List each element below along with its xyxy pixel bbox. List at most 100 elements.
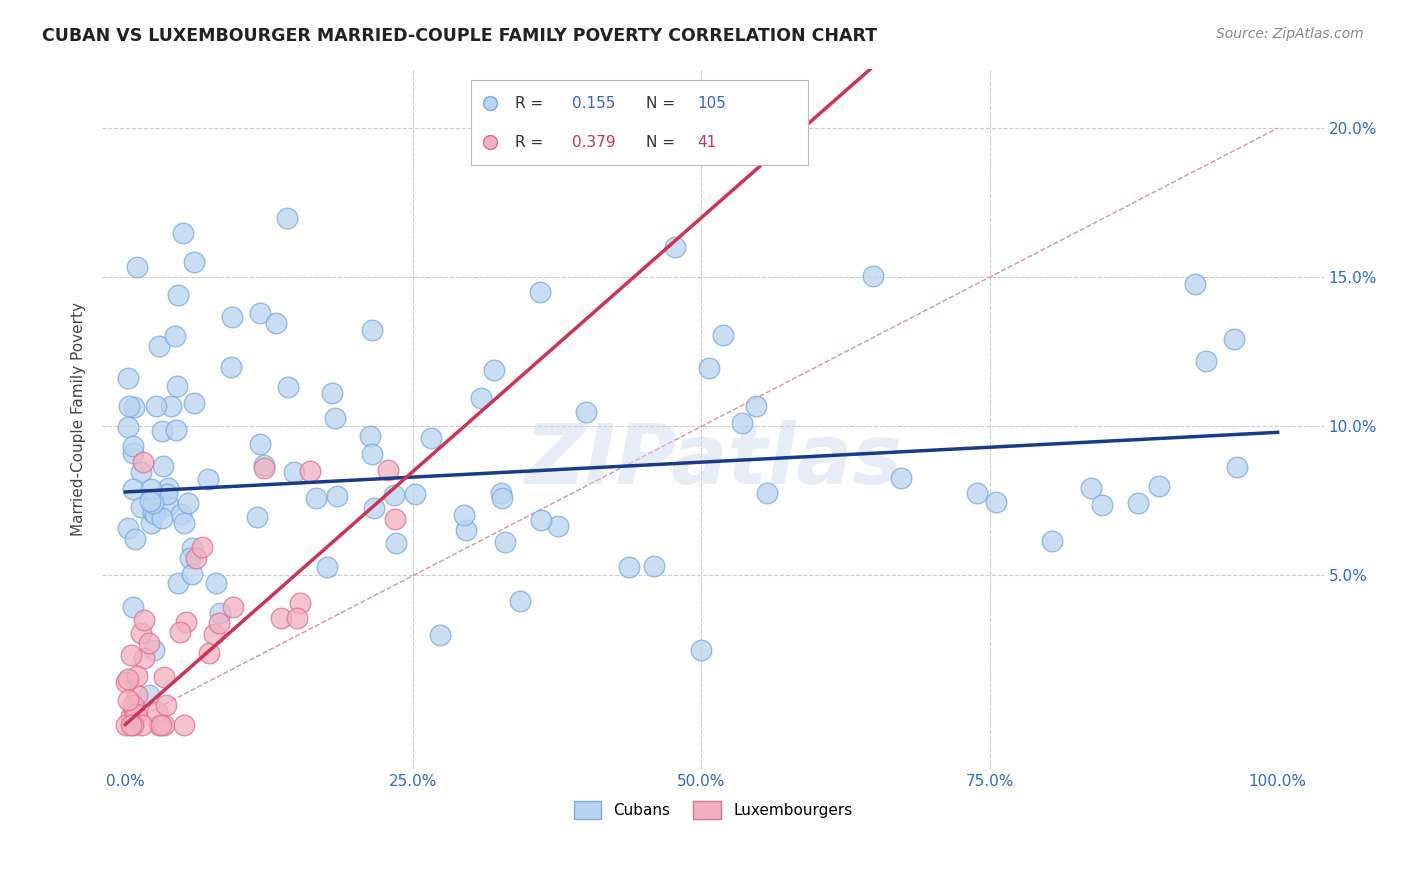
Point bbox=[382, 488, 405, 502]
Point bbox=[264, 317, 287, 331]
Point bbox=[155, 698, 177, 712]
Point bbox=[890, 471, 912, 485]
Point bbox=[148, 717, 170, 731]
Point bbox=[470, 391, 492, 405]
Point bbox=[131, 717, 153, 731]
Point bbox=[125, 669, 148, 683]
Point bbox=[166, 379, 188, 393]
Point bbox=[697, 361, 720, 376]
Point bbox=[360, 323, 382, 337]
Point bbox=[862, 269, 884, 284]
Point bbox=[363, 501, 385, 516]
Point bbox=[142, 496, 165, 510]
Point bbox=[121, 482, 143, 496]
Point bbox=[456, 523, 478, 537]
Point bbox=[270, 611, 292, 625]
Point bbox=[491, 491, 513, 505]
Point bbox=[129, 465, 152, 479]
Point bbox=[246, 510, 269, 524]
Point bbox=[482, 363, 505, 377]
Point bbox=[122, 600, 145, 615]
Point bbox=[156, 499, 179, 513]
Text: N =: N = bbox=[647, 135, 675, 150]
Point bbox=[127, 260, 149, 275]
Point bbox=[643, 559, 665, 574]
Point bbox=[156, 481, 179, 495]
Point bbox=[1091, 498, 1114, 512]
Point bbox=[191, 540, 214, 554]
Point bbox=[145, 507, 167, 521]
Point bbox=[165, 329, 187, 343]
Point bbox=[529, 285, 551, 300]
Point bbox=[134, 650, 156, 665]
Point bbox=[617, 559, 640, 574]
Point bbox=[221, 310, 243, 324]
Point bbox=[276, 211, 298, 225]
Point bbox=[166, 288, 188, 302]
Text: 105: 105 bbox=[697, 95, 725, 111]
Text: N =: N = bbox=[647, 95, 675, 111]
Point bbox=[117, 672, 139, 686]
Point bbox=[404, 487, 426, 501]
Point bbox=[139, 516, 162, 530]
Point bbox=[453, 508, 475, 522]
Point bbox=[249, 306, 271, 320]
Point bbox=[117, 419, 139, 434]
Point bbox=[150, 424, 173, 438]
Point bbox=[165, 423, 187, 437]
Point bbox=[122, 446, 145, 460]
Point bbox=[360, 447, 382, 461]
Point bbox=[1184, 277, 1206, 292]
Point bbox=[152, 459, 174, 474]
Point bbox=[173, 717, 195, 731]
Point bbox=[1194, 353, 1216, 368]
Point bbox=[173, 516, 195, 531]
Point bbox=[121, 439, 143, 453]
Point bbox=[177, 496, 200, 510]
Point bbox=[124, 400, 146, 414]
Point bbox=[159, 399, 181, 413]
Point bbox=[222, 600, 245, 615]
Point bbox=[120, 717, 142, 731]
Text: R =: R = bbox=[515, 95, 548, 111]
Point bbox=[138, 688, 160, 702]
Point bbox=[122, 717, 145, 731]
Point bbox=[174, 615, 197, 630]
Point bbox=[148, 338, 170, 352]
Point bbox=[283, 465, 305, 479]
Point bbox=[142, 505, 165, 519]
Point bbox=[183, 395, 205, 409]
Point bbox=[249, 437, 271, 451]
Point bbox=[288, 596, 311, 610]
Point bbox=[547, 519, 569, 533]
Text: R =: R = bbox=[515, 135, 548, 150]
Point bbox=[179, 550, 201, 565]
Point bbox=[359, 429, 381, 443]
Point bbox=[146, 706, 169, 720]
Point bbox=[277, 380, 299, 394]
Text: Source: ZipAtlas.com: Source: ZipAtlas.com bbox=[1216, 27, 1364, 41]
Point bbox=[186, 550, 208, 565]
Point bbox=[139, 482, 162, 496]
Point bbox=[167, 576, 190, 591]
Point bbox=[385, 536, 408, 550]
Point bbox=[690, 643, 713, 657]
Text: ZIPatlas: ZIPatlas bbox=[524, 420, 901, 501]
Point bbox=[315, 560, 337, 574]
Point bbox=[478, 135, 501, 149]
Point bbox=[326, 489, 349, 503]
Point bbox=[129, 626, 152, 640]
Point bbox=[429, 628, 451, 642]
Point bbox=[150, 717, 173, 731]
Point bbox=[156, 487, 179, 501]
Point bbox=[253, 461, 276, 475]
Point bbox=[323, 410, 346, 425]
Point bbox=[731, 417, 754, 431]
Point bbox=[125, 706, 148, 721]
Point bbox=[181, 541, 204, 556]
Point bbox=[756, 485, 779, 500]
Point bbox=[664, 240, 686, 254]
Point bbox=[143, 643, 166, 657]
Text: 41: 41 bbox=[697, 135, 716, 150]
Point bbox=[117, 370, 139, 384]
